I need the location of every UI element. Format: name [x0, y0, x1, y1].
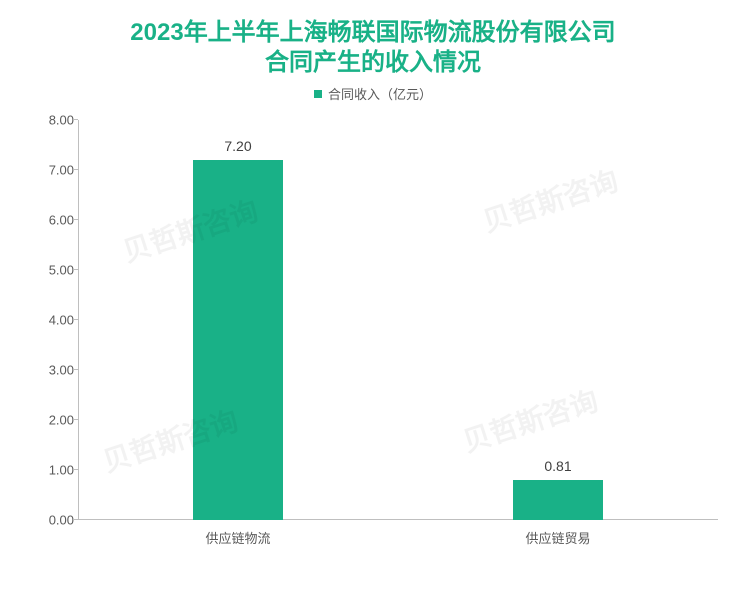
y-tick-mark	[73, 369, 78, 370]
y-tick-label: 6.00	[30, 213, 74, 228]
y-tick-label: 8.00	[30, 113, 74, 128]
y-tick-label: 7.00	[30, 163, 74, 178]
bar-value-label: 7.20	[178, 138, 298, 154]
y-tick-label: 2.00	[30, 413, 74, 428]
legend-swatch	[314, 90, 322, 98]
bar-value-label: 0.81	[498, 458, 618, 474]
chart-title: 2023年上半年上海畅联国际物流股份有限公司 合同产生的收入情况	[0, 0, 746, 78]
y-tick-mark	[73, 319, 78, 320]
y-tick-label: 0.00	[30, 513, 74, 528]
legend-label: 合同收入（亿元）	[328, 87, 432, 102]
y-tick-label: 5.00	[30, 263, 74, 278]
plot-area: 0.001.002.003.004.005.006.007.008.007.20…	[78, 120, 718, 520]
y-tick-mark	[73, 269, 78, 270]
x-tick-label: 供应链贸易	[478, 528, 638, 547]
chart-title-line1: 2023年上半年上海畅联国际物流股份有限公司	[0, 18, 746, 48]
y-tick-label: 1.00	[30, 463, 74, 478]
x-tick-label: 供应链物流	[158, 528, 318, 547]
legend: 合同收入（亿元）	[0, 84, 746, 103]
y-tick-label: 4.00	[30, 313, 74, 328]
bar	[193, 160, 283, 520]
y-tick-mark	[73, 119, 78, 120]
y-tick-mark	[73, 219, 78, 220]
y-tick-mark	[73, 519, 78, 520]
y-tick-label: 3.00	[30, 363, 74, 378]
y-tick-mark	[73, 419, 78, 420]
y-tick-mark	[73, 469, 78, 470]
x-axis	[78, 519, 718, 520]
chart-title-line2: 合同产生的收入情况	[0, 48, 746, 78]
y-axis	[78, 120, 79, 520]
y-tick-mark	[73, 169, 78, 170]
bar	[513, 480, 603, 521]
